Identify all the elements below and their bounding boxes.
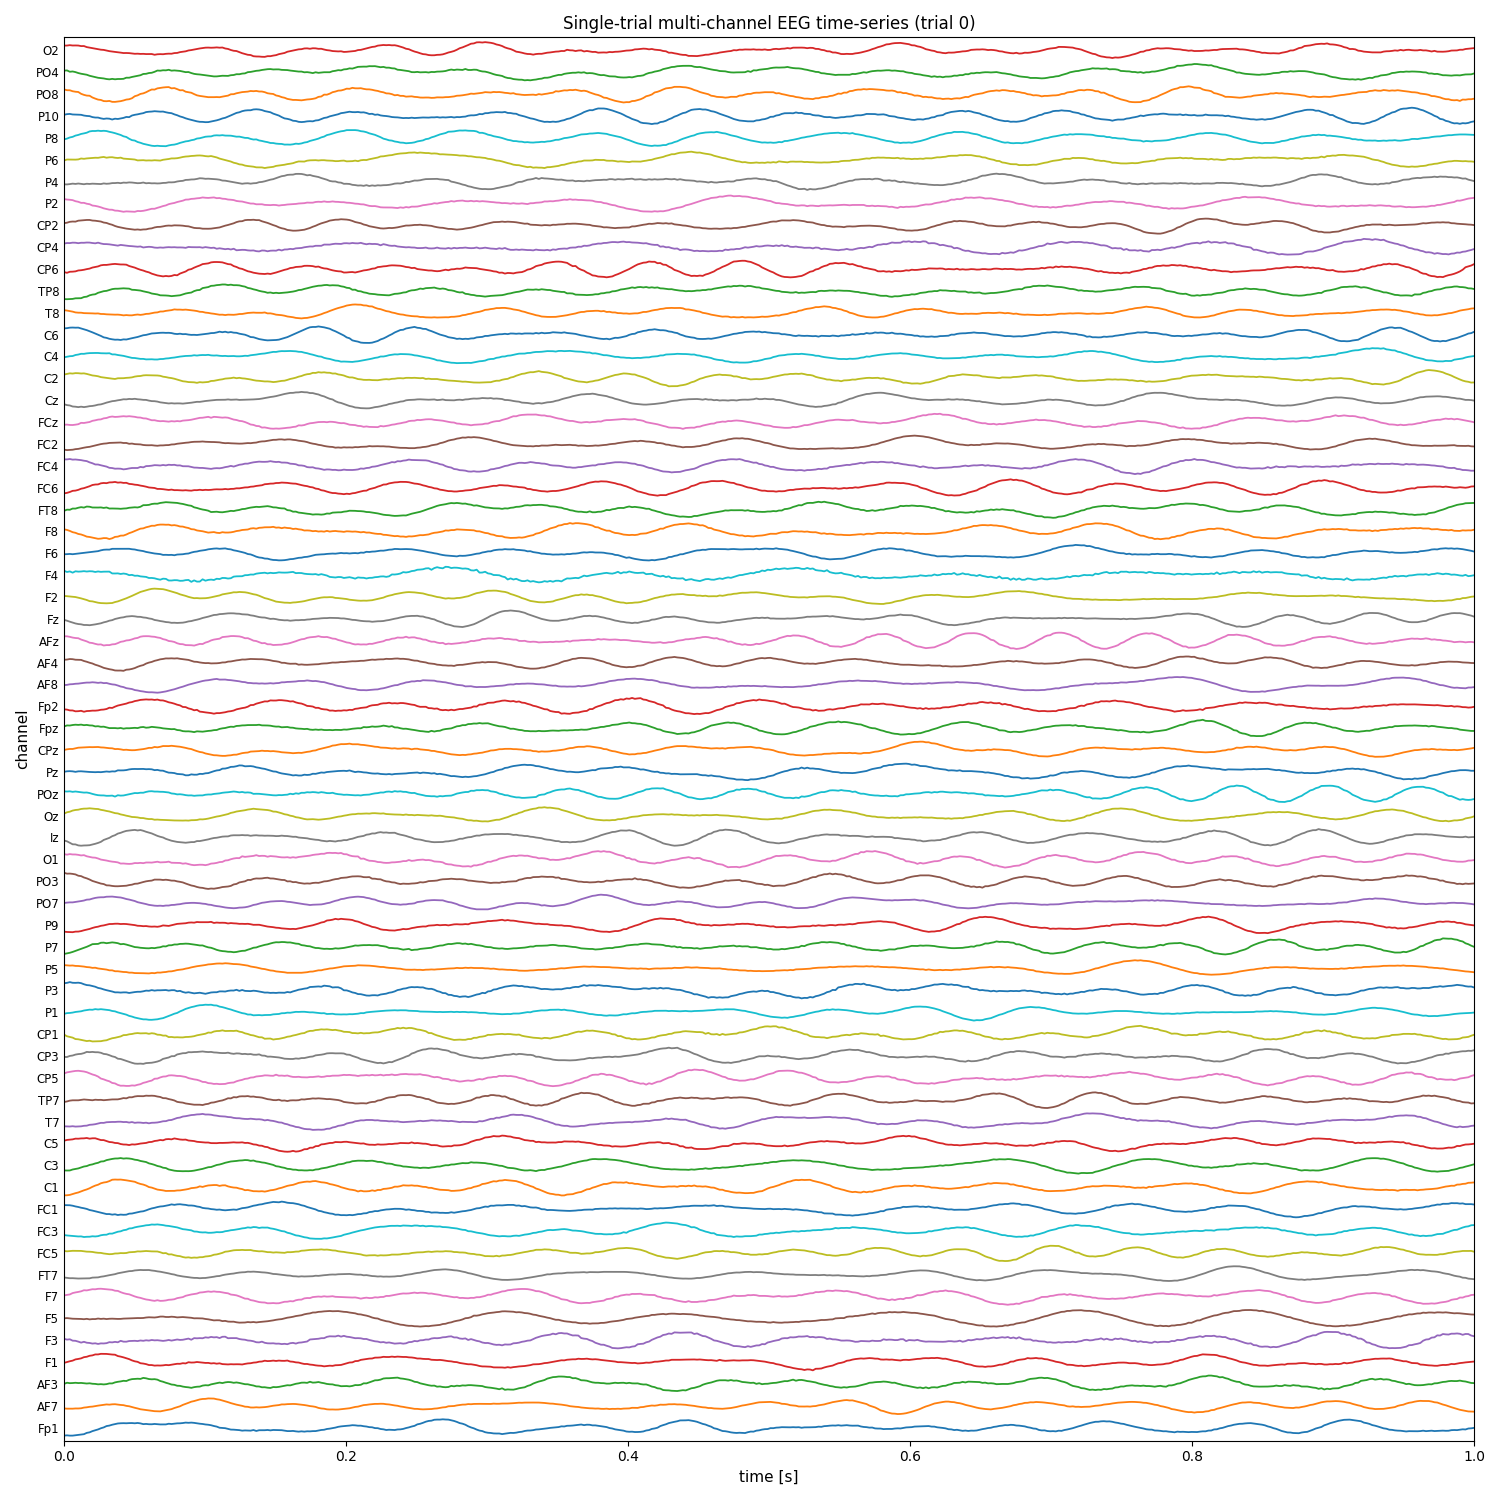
- Title: Single-trial multi-channel EEG time-series (trial 0): Single-trial multi-channel EEG time-seri…: [562, 15, 975, 33]
- Y-axis label: channel: channel: [15, 710, 30, 770]
- X-axis label: time [s]: time [s]: [740, 1470, 800, 1485]
